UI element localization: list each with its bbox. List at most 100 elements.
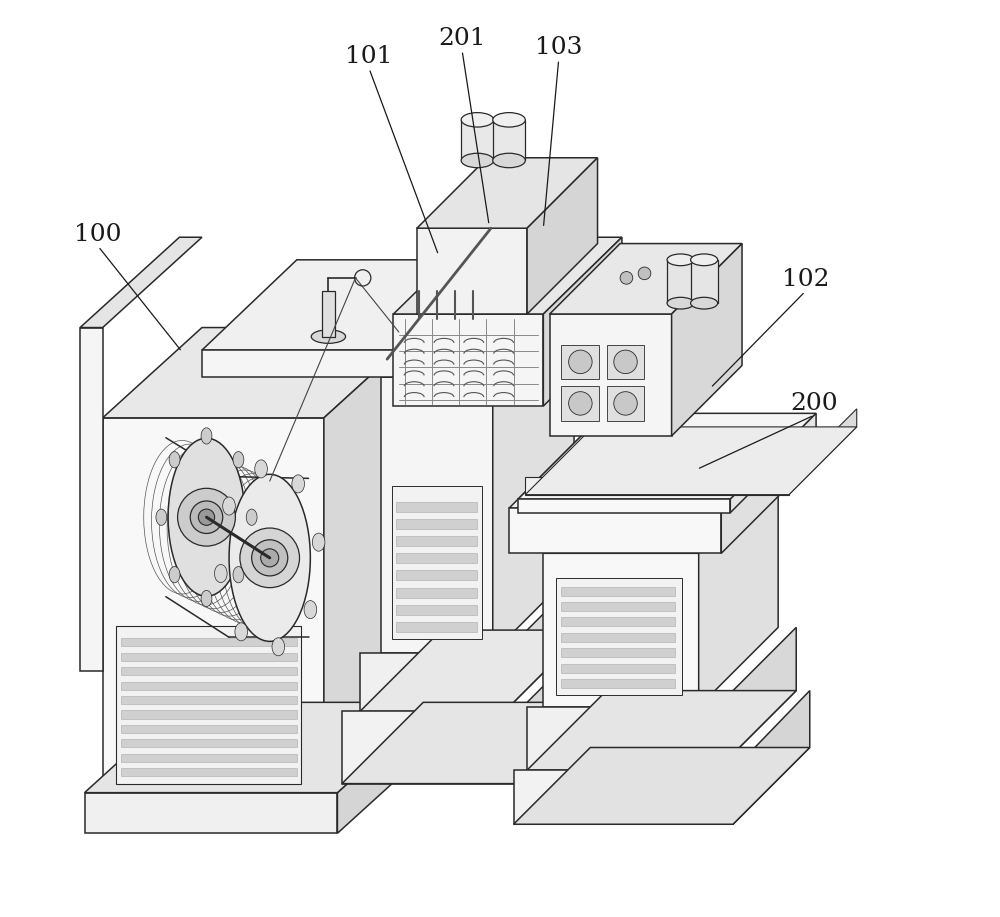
Polygon shape	[417, 158, 598, 228]
Ellipse shape	[233, 451, 244, 468]
Ellipse shape	[255, 459, 267, 478]
Bar	[396, 588, 477, 598]
Polygon shape	[393, 238, 622, 314]
Polygon shape	[342, 702, 599, 784]
Ellipse shape	[169, 451, 180, 468]
Polygon shape	[518, 499, 730, 513]
Polygon shape	[505, 571, 586, 712]
Polygon shape	[543, 238, 622, 406]
Bar	[607, 386, 644, 421]
Bar	[121, 725, 297, 733]
Ellipse shape	[169, 567, 180, 583]
Polygon shape	[417, 228, 527, 314]
Ellipse shape	[156, 509, 167, 525]
Bar	[396, 570, 477, 580]
Bar	[396, 519, 477, 529]
Polygon shape	[493, 296, 574, 653]
Bar	[556, 578, 682, 695]
Ellipse shape	[311, 330, 346, 343]
Bar	[561, 617, 675, 626]
Ellipse shape	[461, 113, 494, 127]
Circle shape	[190, 501, 223, 534]
Ellipse shape	[235, 623, 248, 641]
Circle shape	[614, 392, 637, 415]
Polygon shape	[461, 120, 494, 160]
Polygon shape	[324, 327, 423, 792]
Polygon shape	[514, 770, 733, 824]
Bar	[561, 602, 675, 611]
Bar	[121, 638, 297, 646]
Polygon shape	[699, 468, 778, 707]
Bar	[561, 345, 599, 379]
Polygon shape	[80, 238, 202, 327]
Polygon shape	[672, 244, 742, 436]
Text: 201: 201	[438, 28, 486, 50]
Bar	[561, 679, 675, 688]
Polygon shape	[691, 260, 718, 304]
Bar	[116, 625, 301, 784]
Ellipse shape	[691, 254, 718, 266]
Bar	[396, 536, 477, 547]
Polygon shape	[393, 314, 543, 406]
Polygon shape	[493, 120, 525, 160]
Ellipse shape	[223, 497, 235, 515]
Polygon shape	[730, 414, 816, 513]
Bar	[121, 653, 297, 661]
Ellipse shape	[233, 567, 244, 583]
Bar	[392, 486, 482, 639]
Text: 200: 200	[790, 392, 838, 415]
Ellipse shape	[168, 438, 245, 596]
Polygon shape	[518, 630, 599, 784]
Ellipse shape	[229, 474, 310, 641]
Polygon shape	[717, 627, 796, 770]
Ellipse shape	[214, 565, 227, 582]
Polygon shape	[527, 158, 598, 314]
Bar	[561, 386, 599, 421]
Bar	[396, 605, 477, 614]
Polygon shape	[518, 414, 816, 499]
Ellipse shape	[493, 113, 525, 127]
Polygon shape	[543, 553, 699, 707]
Bar	[121, 668, 297, 675]
Bar	[561, 664, 675, 672]
Polygon shape	[721, 423, 807, 553]
Polygon shape	[514, 747, 810, 824]
Polygon shape	[543, 468, 778, 553]
Polygon shape	[360, 653, 505, 712]
Circle shape	[569, 392, 592, 415]
Polygon shape	[527, 691, 796, 770]
Bar	[121, 768, 297, 777]
Circle shape	[240, 528, 300, 588]
Bar	[561, 648, 675, 657]
Ellipse shape	[201, 428, 212, 444]
Polygon shape	[381, 296, 574, 377]
Ellipse shape	[272, 637, 285, 656]
Polygon shape	[322, 292, 335, 337]
Polygon shape	[608, 260, 703, 377]
Circle shape	[638, 267, 651, 280]
Bar	[396, 622, 477, 632]
Ellipse shape	[461, 153, 494, 168]
Text: 103: 103	[535, 37, 582, 60]
Ellipse shape	[493, 153, 525, 168]
Ellipse shape	[304, 601, 317, 619]
Polygon shape	[509, 508, 721, 553]
Bar	[121, 739, 297, 747]
Polygon shape	[667, 260, 694, 304]
Text: 100: 100	[74, 223, 122, 247]
Ellipse shape	[691, 297, 718, 309]
Polygon shape	[527, 707, 717, 770]
Bar	[607, 345, 644, 379]
Ellipse shape	[201, 591, 212, 607]
Polygon shape	[509, 423, 807, 508]
Bar	[561, 633, 675, 642]
Ellipse shape	[667, 254, 694, 266]
Polygon shape	[381, 377, 493, 653]
Polygon shape	[733, 691, 810, 824]
Text: 101: 101	[345, 45, 393, 69]
Polygon shape	[789, 409, 857, 494]
Polygon shape	[525, 427, 857, 494]
Bar	[121, 681, 297, 690]
Polygon shape	[342, 712, 518, 784]
Bar	[561, 587, 675, 596]
